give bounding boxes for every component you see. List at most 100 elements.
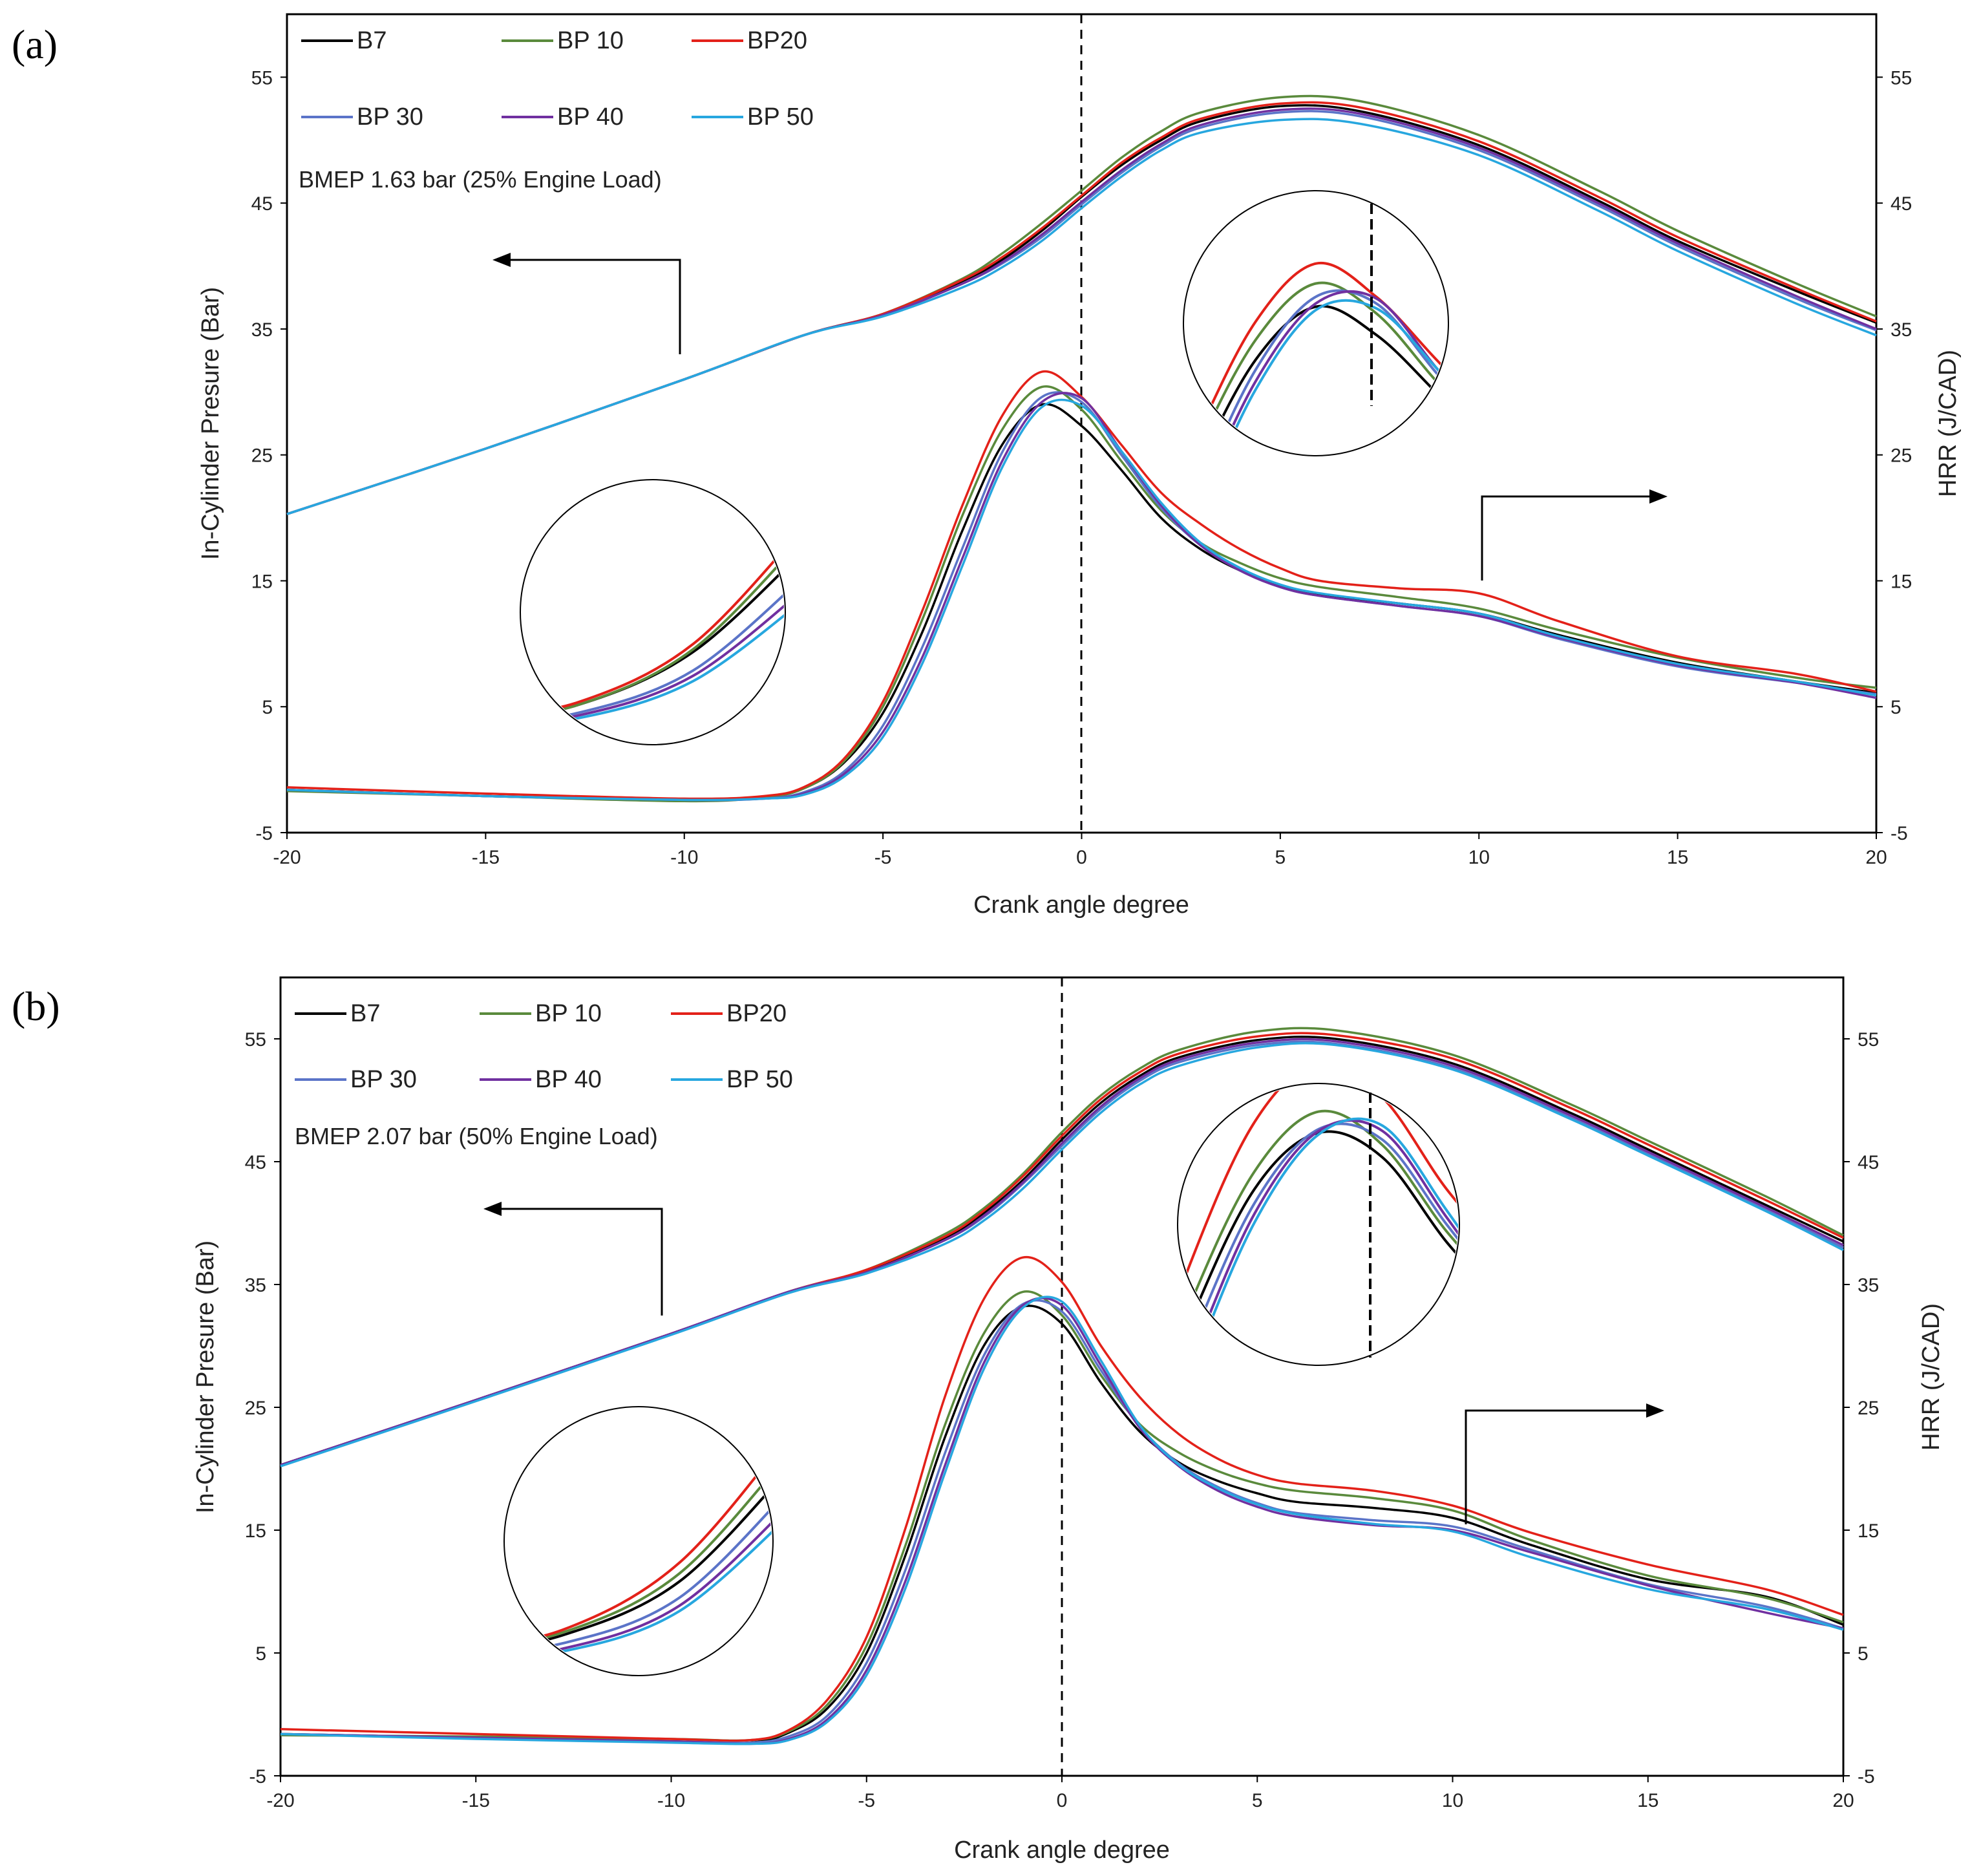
legend-label-bp40: BP 40 [535, 1066, 602, 1093]
panel-a-label: (a) [12, 21, 58, 67]
panel-b-inset-peak-curve-bp50 [1179, 1117, 1458, 1364]
panel-b-hrr-line-bp50 [280, 1295, 1844, 1745]
panel-b-hrr-arrow [1465, 1409, 1655, 1524]
panel-b-hrr-arrow-head [1646, 1403, 1664, 1418]
panel-b-y2-tick-label: 45 [1858, 1152, 1879, 1173]
panel-a-x-tick-label: -5 [874, 847, 892, 868]
panel-a-x-tick-label: 10 [1468, 847, 1490, 868]
panel-a: (a) -20 -15 -10 -5 0 5 10 15 20-551525354555-551… [12, 13, 1962, 919]
panel-b-y-axis-label: In-Cylinder Presure (Bar) [192, 1241, 219, 1513]
panel-a-pressure-arrow [501, 259, 681, 354]
panel-a-y2-axis-label: HRR (J/CAD) [1934, 350, 1962, 497]
legend-label-bp50: BP 50 [747, 103, 814, 131]
panel-b-y-tick-label: 25 [245, 1398, 266, 1419]
panel-b-inset-start-curve-b7 [505, 1459, 772, 1658]
legend-label-bp50: BP 50 [726, 1066, 793, 1093]
panel-a-inset-peak-curve-bp30 [1185, 289, 1447, 454]
panel-b-hrr-line-bp20 [280, 1255, 1844, 1742]
panel-b-y2-tick-label: 35 [1858, 1275, 1879, 1296]
panel-a-y-tick-label: 5 [262, 697, 273, 718]
panel-a-y2-tick-label: 25 [1891, 445, 1912, 467]
panel-b-hrr-line-bp30 [280, 1299, 1844, 1744]
legend-label-bp30: BP 30 [350, 1066, 417, 1093]
panel-a-y-tick-label: 15 [251, 571, 273, 592]
panel-a-annotation: BMEP 1.63 bar (25% Engine Load) [299, 166, 662, 193]
panel-b-pressure-arrow-head [483, 1202, 502, 1216]
panel-a-y-tick-label: 45 [251, 193, 273, 215]
panel-b-y-tick-label: 5 [255, 1643, 266, 1665]
panel-b-x-tick-label: -15 [462, 1790, 490, 1811]
panel-b-pressure-line-bp50 [280, 1042, 1844, 1467]
panel-b-y2-tick-label: -5 [1858, 1766, 1875, 1787]
panel-b-pressure-arrow [492, 1208, 663, 1316]
panel-b-legend: B7 BP 10 BP20 BP 30 BP 40 BP 50 [295, 1000, 793, 1093]
panel-a-hrr-arrow-head [1649, 489, 1668, 504]
legend-label-bp20: BP20 [747, 27, 807, 54]
legend-label-bp40: BP 40 [557, 103, 624, 131]
panel-b-inset-peak-circle [1177, 1083, 1460, 1366]
legend-label-bp20: BP20 [726, 1000, 787, 1027]
panel-a-x-tick-label: -15 [472, 847, 500, 868]
panel-b-x-tick-label: 20 [1832, 1790, 1854, 1811]
panel-a-y2-tick-label: -5 [1891, 823, 1908, 844]
panel-b-inset-start-curve-bp40 [505, 1497, 772, 1661]
panel-a-pressure-arrow-head [492, 253, 511, 267]
panel-b-y-tick-label: 15 [245, 1520, 266, 1542]
legend-label-bp30: BP 30 [357, 103, 423, 131]
panel-b-series [280, 1027, 1844, 1745]
panel-a-inset-start-curve-bp40 [522, 584, 784, 728]
panel-a-y-tick-label: 25 [251, 445, 273, 467]
legend-label-b7: B7 [357, 27, 387, 54]
panel-a-inset-peak-curve-bp50 [1185, 299, 1447, 454]
panel-b-y2-tick-label: 25 [1858, 1398, 1879, 1419]
panel-a-inset-start-circle [520, 479, 786, 745]
panel-b-y2-tick-label: 55 [1858, 1029, 1879, 1050]
panel-a-x-tick-label: 20 [1865, 847, 1887, 868]
panel-b-tick-labels: -20 -15 -10 -5 0 5 10 15 20-551525354555-5515253… [245, 1029, 1880, 1811]
panel-a-inset-start-curve-bp50 [522, 595, 784, 728]
panel-b-x-axis-label: Crank angle degree [954, 1837, 1170, 1864]
panel-b-inset-start-curve-bp30 [505, 1481, 772, 1658]
panel-b-x-tick-label: 10 [1442, 1790, 1463, 1811]
legend-label-bp10: BP 10 [557, 27, 624, 54]
panel-b-x-tick-label: 0 [1057, 1790, 1068, 1811]
panel-b-y-tick-label: 35 [245, 1275, 266, 1296]
panel-b-y2-axis-label: HRR (J/CAD) [1918, 1303, 1945, 1451]
panel-a-series [286, 94, 1877, 803]
panel-b-y-tick-label: 55 [245, 1029, 266, 1050]
panel-a-y-tick-label: -5 [255, 823, 273, 844]
panel-a-y2-tick-label: 35 [1891, 319, 1912, 341]
panel-a-legend: B7 BP 10 BP20 BP 30 BP 40 BP 50 [301, 27, 814, 131]
panel-b-inset-start-curve-bp50 [505, 1508, 772, 1661]
panel-b-x-tick-label: 5 [1252, 1790, 1263, 1811]
panel-a-x-tick-label: 5 [1275, 847, 1286, 868]
panel-a-hrr-line-bp50 [286, 398, 1877, 802]
panel-b-x-tick-label: -5 [858, 1790, 875, 1811]
panel-b-inset-start-curves [505, 1424, 772, 1661]
panel-a-hrr-arrow [1481, 495, 1658, 581]
panel-a-x-tick-label: -10 [670, 847, 698, 868]
panel-b-inset-peak-curve-bp30 [1179, 1122, 1458, 1364]
panel-a-y-tick-label: 55 [251, 67, 273, 89]
panel-a-tick-labels: -20 -15 -10 -5 0 5 10 15 20-551525354555-5515253… [251, 67, 1912, 868]
panel-a-y2-tick-label: 45 [1891, 193, 1912, 215]
panel-a-inset-start-curve-bp30 [522, 571, 784, 728]
panel-b-y-tick-label: -5 [249, 1766, 266, 1787]
panel-a-y2-tick-label: 5 [1891, 697, 1901, 718]
panel-b-inset-start-curve-bp20 [505, 1424, 772, 1653]
panel-b-plot-frame [279, 976, 1845, 1777]
panel-b-inset-peak-curve-bp40 [1179, 1119, 1458, 1364]
panel-b-label: (b) [12, 983, 60, 1029]
legend-label-bp10: BP 10 [535, 1000, 602, 1027]
panel-b-y2-tick-label: 15 [1858, 1520, 1879, 1542]
panel-a-inset-start-curve-bp10 [522, 531, 784, 725]
panel-b-inset-start-circle [503, 1406, 774, 1676]
panel-a-x-axis-label: Crank angle degree [973, 891, 1189, 919]
panel-a-x-tick-label: 0 [1076, 847, 1087, 868]
panel-a-x-tick-label: -20 [273, 847, 301, 868]
panel-a-y2-tick-label: 15 [1891, 571, 1912, 592]
panel-b-pressure-line-bp40 [280, 1038, 1844, 1466]
panel-a-x-tick-label: 15 [1667, 847, 1688, 868]
panel-a-y-tick-label: 35 [251, 319, 273, 341]
panel-b-y-tick-label: 45 [245, 1152, 266, 1173]
